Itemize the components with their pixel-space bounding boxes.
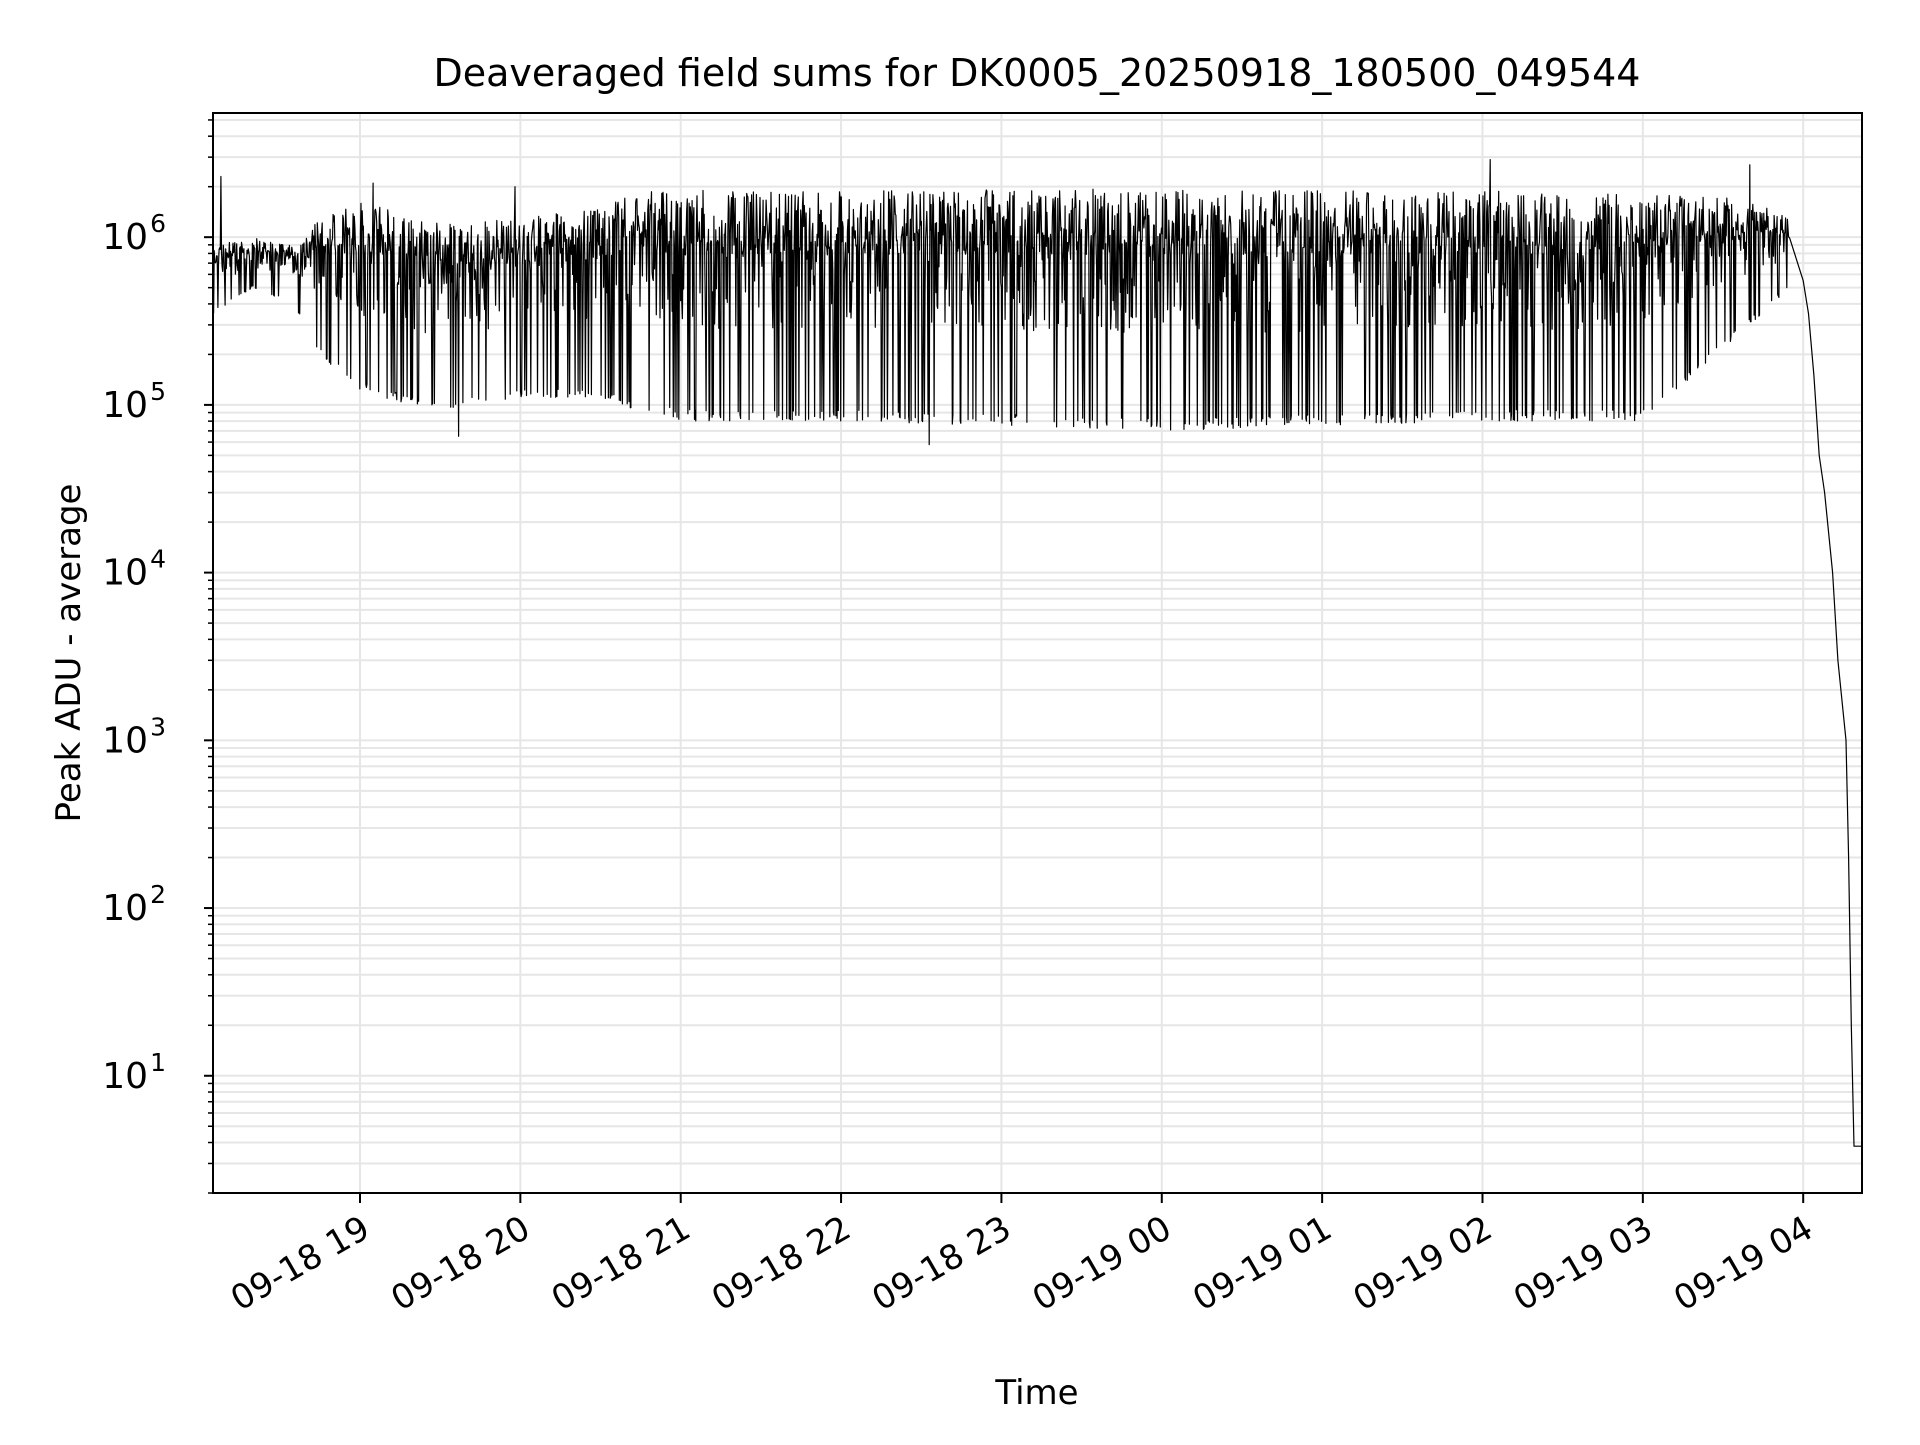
chart-title: Deaveraged field sums for DK0005_2025091… [433, 51, 1640, 95]
y-tick-label: 104 [102, 545, 166, 594]
y-tick-label: 105 [102, 377, 166, 426]
x-tick-label: 09-19 00 [1026, 1208, 1178, 1319]
x-tick-label: 09-19 01 [1186, 1208, 1338, 1319]
series-line [212, 159, 1862, 1147]
x-tick-label: 09-19 04 [1667, 1208, 1819, 1319]
y-axis-label: Peak ADU - average [49, 484, 89, 823]
x-axis-label: Time [994, 1373, 1078, 1413]
x-axis: 09-18 19 09-18 20 09-18 21 09-18 22 09-18 23… [224, 1193, 1820, 1319]
y-tick-label: 102 [102, 880, 166, 929]
plot-area [212, 159, 1862, 1147]
y-tick-exponent: 2 [150, 880, 166, 909]
x-tick-label: 09-18 23 [866, 1208, 1018, 1319]
x-tick-label: 09-18 22 [705, 1208, 857, 1319]
x-tick-label: 09-19 02 [1347, 1208, 1499, 1319]
x-tick-label: 09-18 21 [545, 1208, 697, 1319]
y-tick-exponent: 5 [150, 377, 166, 406]
y-tick-exponent: 4 [150, 545, 166, 574]
y-tick-exponent: 1 [150, 1048, 166, 1077]
plot-frame [212, 112, 1863, 1194]
y-tick-exponent: 6 [150, 209, 166, 238]
x-tick-label: 09-18 20 [384, 1208, 536, 1319]
y-axis: 101 102 103 104 105 106 [102, 119, 213, 1194]
y-tick-label: 101 [102, 1048, 166, 1097]
y-tick-label: 103 [102, 712, 166, 761]
y-tick-label: 106 [102, 209, 166, 258]
x-tick-label: 09-19 03 [1507, 1208, 1659, 1319]
x-tick-label: 09-18 19 [224, 1208, 376, 1319]
y-tick-exponent: 3 [150, 712, 166, 741]
